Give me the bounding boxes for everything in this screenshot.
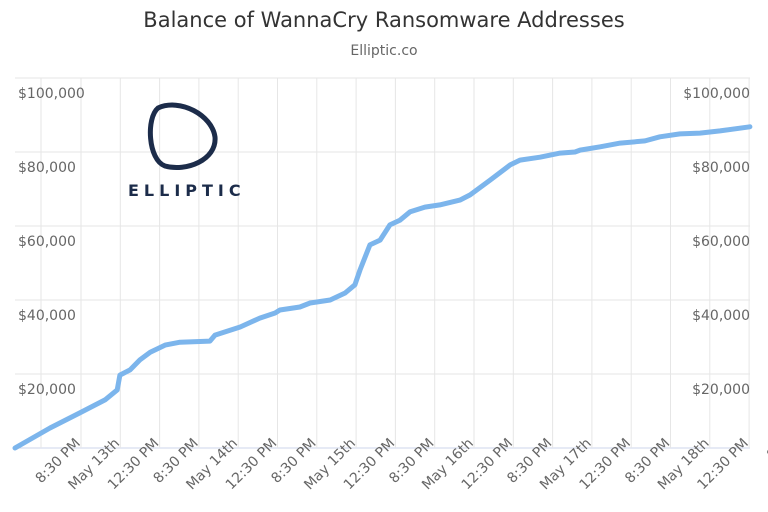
y-tick-label-left: $40,000	[18, 308, 76, 324]
y-tick-label-left: $60,000	[18, 234, 76, 250]
logo-text: ELLIPTIC	[128, 181, 246, 200]
y-tick-label-left: $20,000	[18, 382, 76, 398]
elliptic-logo: ELLIPTIC	[128, 102, 246, 200]
y-tick-label-right: $40,000	[692, 308, 750, 324]
series-line	[12, 124, 753, 451]
y-tick-label-right: $60,000	[692, 234, 750, 250]
y-tick-label-left: $100,000	[18, 86, 85, 102]
y-tick-label-right: $100,000	[683, 86, 750, 102]
y-tick-label-right: $80,000	[692, 160, 750, 176]
x-tick-label: 8:3	[764, 436, 768, 463]
y-tick-label-right: $20,000	[692, 382, 750, 398]
chart-subtitle: Elliptic.co	[350, 43, 418, 59]
chart-title: Balance of WannaCry Ransomware Addresses	[143, 8, 625, 32]
y-tick-label-left: $80,000	[18, 160, 76, 176]
